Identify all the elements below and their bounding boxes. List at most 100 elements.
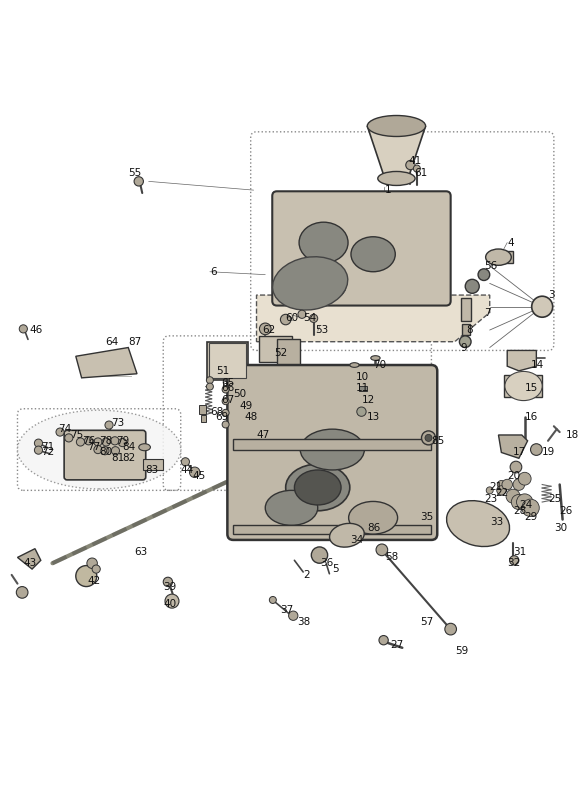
Text: 32: 32 bbox=[507, 558, 521, 568]
Text: 55: 55 bbox=[128, 168, 142, 178]
Circle shape bbox=[134, 177, 143, 186]
Circle shape bbox=[465, 279, 479, 294]
Polygon shape bbox=[76, 347, 137, 378]
Ellipse shape bbox=[486, 249, 511, 266]
Text: 1: 1 bbox=[385, 185, 391, 195]
Text: 79: 79 bbox=[117, 436, 130, 446]
Circle shape bbox=[94, 446, 102, 454]
Circle shape bbox=[222, 398, 229, 405]
Ellipse shape bbox=[265, 490, 318, 526]
Circle shape bbox=[76, 566, 97, 586]
Text: 67: 67 bbox=[222, 395, 235, 405]
Text: 74: 74 bbox=[58, 424, 72, 434]
Circle shape bbox=[189, 467, 200, 478]
Circle shape bbox=[357, 407, 366, 416]
Ellipse shape bbox=[371, 356, 380, 360]
Text: 70: 70 bbox=[373, 360, 387, 370]
Ellipse shape bbox=[329, 523, 364, 547]
Polygon shape bbox=[507, 350, 536, 371]
FancyBboxPatch shape bbox=[272, 191, 451, 306]
Ellipse shape bbox=[294, 470, 341, 505]
Circle shape bbox=[531, 444, 542, 455]
FancyBboxPatch shape bbox=[462, 324, 470, 334]
Circle shape bbox=[422, 431, 436, 445]
Text: 14: 14 bbox=[531, 360, 544, 370]
Text: 6: 6 bbox=[210, 266, 216, 277]
Ellipse shape bbox=[300, 429, 364, 470]
Circle shape bbox=[206, 383, 213, 390]
Circle shape bbox=[406, 160, 415, 170]
Text: 11: 11 bbox=[356, 383, 369, 394]
Circle shape bbox=[269, 597, 276, 603]
Ellipse shape bbox=[505, 371, 542, 401]
Circle shape bbox=[65, 434, 73, 442]
Text: 82: 82 bbox=[122, 454, 136, 463]
Text: 28: 28 bbox=[513, 506, 526, 516]
Text: 8: 8 bbox=[466, 325, 473, 335]
Text: 64: 64 bbox=[105, 337, 118, 346]
Text: 53: 53 bbox=[315, 325, 328, 335]
Text: 27: 27 bbox=[391, 640, 404, 650]
Text: 3: 3 bbox=[548, 290, 554, 300]
Circle shape bbox=[497, 481, 505, 489]
Text: 37: 37 bbox=[280, 605, 293, 615]
Circle shape bbox=[118, 438, 127, 446]
Circle shape bbox=[181, 458, 189, 466]
Text: 34: 34 bbox=[350, 535, 363, 545]
FancyBboxPatch shape bbox=[201, 415, 206, 422]
Text: 85: 85 bbox=[431, 436, 445, 446]
Circle shape bbox=[16, 586, 28, 598]
Circle shape bbox=[289, 611, 298, 620]
Text: 18: 18 bbox=[566, 430, 579, 440]
Ellipse shape bbox=[286, 464, 350, 510]
Circle shape bbox=[478, 269, 490, 281]
Text: 47: 47 bbox=[257, 430, 270, 440]
FancyBboxPatch shape bbox=[504, 375, 542, 397]
Ellipse shape bbox=[378, 171, 415, 186]
Ellipse shape bbox=[299, 222, 348, 263]
Text: 42: 42 bbox=[87, 576, 101, 586]
Text: 49: 49 bbox=[239, 401, 252, 411]
Text: 16: 16 bbox=[525, 413, 538, 422]
Text: 83: 83 bbox=[146, 465, 159, 475]
Polygon shape bbox=[498, 435, 528, 458]
Circle shape bbox=[298, 310, 306, 318]
Text: 19: 19 bbox=[542, 447, 556, 458]
Text: 46: 46 bbox=[29, 325, 43, 335]
Circle shape bbox=[379, 635, 388, 645]
Text: 77: 77 bbox=[87, 442, 101, 452]
FancyBboxPatch shape bbox=[227, 365, 437, 540]
Text: 60: 60 bbox=[286, 314, 299, 323]
FancyBboxPatch shape bbox=[209, 343, 246, 378]
Text: 41: 41 bbox=[408, 156, 422, 166]
Text: 13: 13 bbox=[367, 413, 381, 422]
Text: 45: 45 bbox=[192, 470, 206, 481]
Circle shape bbox=[522, 499, 539, 517]
Text: 69: 69 bbox=[216, 413, 229, 422]
FancyBboxPatch shape bbox=[233, 525, 431, 534]
Text: 7: 7 bbox=[484, 307, 490, 318]
Polygon shape bbox=[257, 295, 490, 342]
Ellipse shape bbox=[351, 237, 395, 272]
Circle shape bbox=[310, 314, 318, 322]
Circle shape bbox=[85, 437, 93, 445]
Circle shape bbox=[517, 494, 533, 510]
Circle shape bbox=[163, 578, 173, 586]
Circle shape bbox=[445, 623, 456, 635]
Text: 54: 54 bbox=[303, 314, 317, 323]
Text: 56: 56 bbox=[484, 261, 497, 271]
Text: 50: 50 bbox=[233, 389, 247, 399]
Circle shape bbox=[376, 544, 388, 556]
Circle shape bbox=[111, 437, 119, 445]
Circle shape bbox=[222, 421, 229, 428]
Text: 39: 39 bbox=[163, 582, 177, 591]
Text: 80: 80 bbox=[99, 447, 113, 458]
Text: 10: 10 bbox=[356, 372, 369, 382]
Text: 26: 26 bbox=[560, 506, 573, 516]
Text: 21: 21 bbox=[490, 482, 503, 493]
Text: 63: 63 bbox=[134, 546, 147, 557]
Text: 23: 23 bbox=[484, 494, 497, 504]
Text: 61: 61 bbox=[414, 168, 427, 178]
Text: 25: 25 bbox=[548, 494, 561, 504]
Circle shape bbox=[101, 446, 109, 455]
